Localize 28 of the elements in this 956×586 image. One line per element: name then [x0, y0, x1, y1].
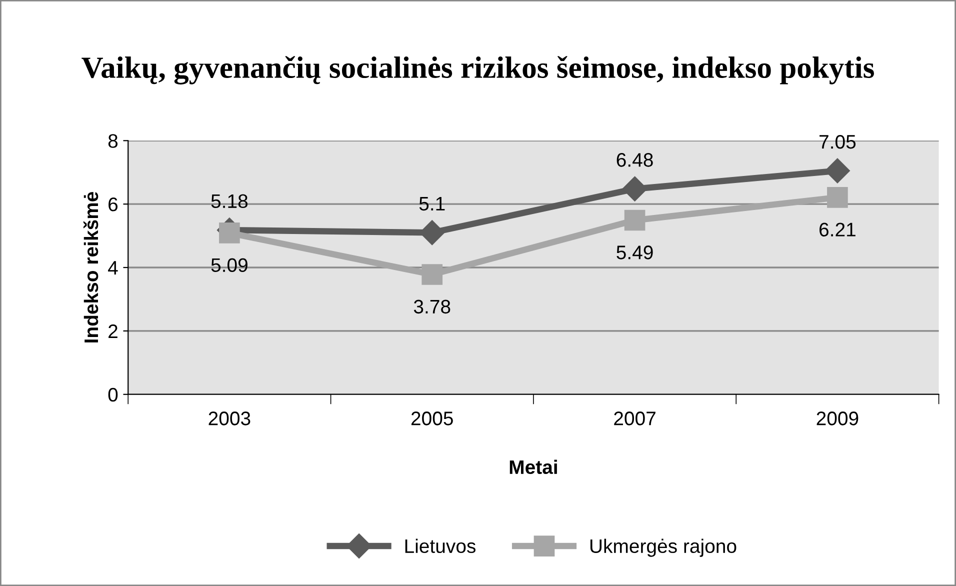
data-label: 5.1 — [419, 197, 445, 211]
data-label: 3.78 — [414, 300, 450, 314]
point — [624, 210, 646, 231]
x-axis-title: Metai — [510, 460, 557, 474]
point — [622, 176, 648, 202]
x-tick-label: 2009 — [816, 412, 858, 426]
data-label: 6.21 — [820, 222, 856, 236]
point — [827, 186, 848, 208]
x-tick-label: 2005 — [411, 412, 453, 426]
x-tick-label: 2007 — [614, 412, 656, 426]
point — [422, 264, 443, 285]
data-label: 5.49 — [616, 246, 653, 260]
data-label: 6.48 — [616, 153, 653, 167]
point — [219, 222, 240, 244]
y-tick-label: 0 — [108, 388, 118, 402]
data-label: 5.09 — [211, 258, 248, 272]
data-label: 7.05 — [820, 134, 856, 149]
data-label: 5.18 — [211, 194, 248, 208]
chart-title: Vaikų, gyvenančių socialinės rizikos šeimose, indekso pokytis — [82, 56, 874, 84]
y-tick-label: 6 — [108, 198, 118, 212]
x-tick-label: 2003 — [208, 412, 250, 426]
legend-label: Ukmergės rajono — [590, 538, 736, 557]
point — [824, 158, 850, 184]
y-tick-label: 2 — [108, 324, 118, 338]
y-tick-label: 4 — [108, 261, 118, 275]
y-tick-label: 8 — [108, 134, 118, 148]
legend-label: Lietuvos — [405, 538, 476, 554]
y-axis-title: Indekso reikšmė — [83, 192, 98, 342]
